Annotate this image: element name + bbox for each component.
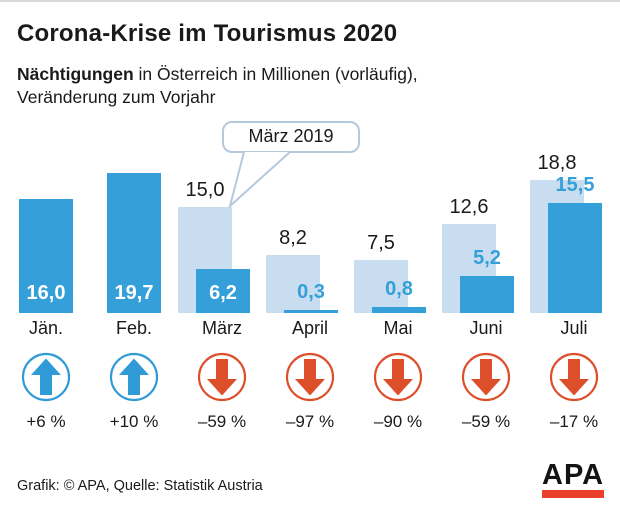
month-label: Jän. xyxy=(28,318,64,338)
bar-2020 xyxy=(548,202,602,313)
bar-2019 xyxy=(354,259,408,313)
value-label-2019: 18,8 xyxy=(537,151,577,174)
apa-logo-redbar xyxy=(542,490,604,498)
change-indicator xyxy=(2,352,90,407)
month-group: 7,5 0,8 Mai –90 % xyxy=(354,0,442,507)
change-indicator xyxy=(354,352,442,407)
bar-2020 xyxy=(196,268,250,313)
month-group: 8,2 0,3 April –97 % xyxy=(266,0,354,507)
month-label: März xyxy=(202,318,242,338)
source-credit: Grafik: © APA, Quelle: Statistik Austria xyxy=(17,478,263,494)
month-group: 19,7 Feb. +10 % xyxy=(90,0,178,507)
down-arrow-icon xyxy=(285,352,335,402)
change-percent-label: –97 % xyxy=(285,412,335,431)
month-label: Juli xyxy=(560,318,588,338)
value-label-2020: 15,5 xyxy=(555,173,595,196)
value-label-2020: 16,0 xyxy=(26,282,66,304)
callout-bubble: März 2019 xyxy=(222,121,360,153)
callout-tail xyxy=(228,151,291,209)
page-title: Corona-Krise im Tourismus 2020 xyxy=(17,20,398,47)
change-percent-label: –59 % xyxy=(197,412,247,431)
change-indicator xyxy=(90,352,178,407)
value-label-2020: 19,7 xyxy=(114,282,154,304)
down-arrow-icon xyxy=(549,352,599,402)
change-percent-label: +10 % xyxy=(109,412,159,431)
change-percent-label: –90 % xyxy=(373,412,423,431)
change-indicator xyxy=(442,352,530,407)
bar-2020 xyxy=(19,199,73,313)
change-indicator xyxy=(266,352,354,407)
month-label: Mai xyxy=(383,318,413,338)
month-group: 15,0 6,2 März –59 % xyxy=(178,0,266,507)
month-label: Feb. xyxy=(115,318,153,338)
value-label-2019: 8,2 xyxy=(279,226,307,249)
value-label-2019: 15,0 xyxy=(185,178,225,201)
up-arrow-icon xyxy=(21,352,71,402)
bar-2020 xyxy=(372,307,426,313)
change-percent-label: –17 % xyxy=(549,412,599,431)
month-label: April xyxy=(291,318,328,338)
down-arrow-icon xyxy=(461,352,511,402)
bar-2019 xyxy=(266,254,320,313)
month-group: 18,8 15,5 Juli –17 % xyxy=(530,0,618,507)
month-group: 16,0 Jän. +6 % xyxy=(2,0,90,507)
month-label: Juni xyxy=(469,318,503,338)
change-percent-label: –59 % xyxy=(461,412,511,431)
value-label-2020: 0,3 xyxy=(297,281,325,303)
bar-2020 xyxy=(107,173,161,313)
apa-logo: APA xyxy=(542,459,605,498)
change-indicator xyxy=(530,352,618,407)
bar-2020 xyxy=(284,310,338,313)
bar-2020 xyxy=(460,276,514,313)
change-percent-label: +6 % xyxy=(26,412,66,431)
subtitle-line2: Veränderung zum Vorjahr xyxy=(17,87,216,107)
apa-logo-text: APA xyxy=(542,459,605,491)
down-arrow-icon xyxy=(373,352,423,402)
top-divider xyxy=(0,0,620,2)
up-arrow-icon xyxy=(109,352,159,402)
value-label-2019: 7,5 xyxy=(367,231,395,254)
change-indicator xyxy=(178,352,266,407)
value-label-2020: 6,2 xyxy=(209,282,237,304)
month-group: 12,6 5,2 Juni –59 % xyxy=(442,0,530,507)
subtitle: Nächtigungen in Österreich in Millionen … xyxy=(17,63,418,109)
subtitle-keyword: Nächtigungen xyxy=(17,64,134,84)
value-label-2020: 5,2 xyxy=(473,247,501,270)
value-label-2019: 12,6 xyxy=(449,195,489,218)
value-label-2020: 0,8 xyxy=(385,278,413,301)
down-arrow-icon xyxy=(197,352,247,402)
subtitle-rest: in Österreich in Millionen (vorläufig), xyxy=(133,64,418,84)
